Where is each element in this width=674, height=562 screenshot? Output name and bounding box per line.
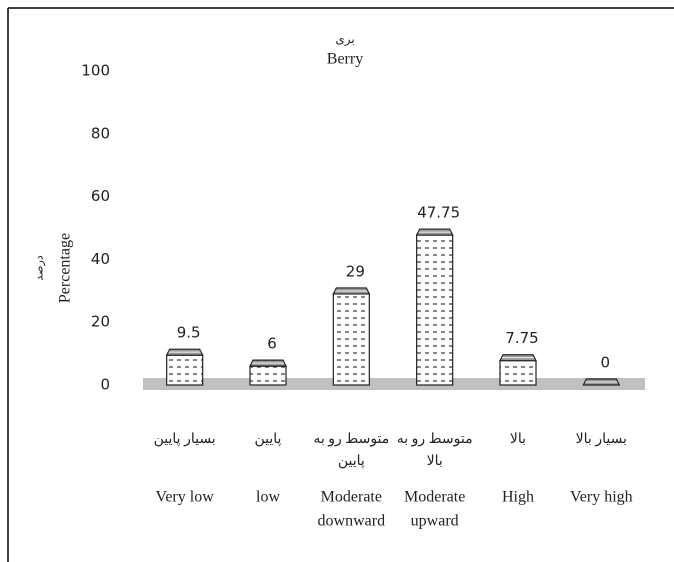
value-label: 7.75 xyxy=(505,329,538,347)
floor xyxy=(143,378,645,390)
x-tick-label: Very low xyxy=(156,489,215,506)
value-label: 6 xyxy=(267,335,277,353)
x-tick-label: Very high xyxy=(570,489,633,506)
value-label: 29 xyxy=(346,262,365,280)
x-tick-label-fa: بالا xyxy=(510,432,526,447)
x-tick-label-fa: پایین xyxy=(255,432,282,447)
x-tick-label-fa: بسیار بالا xyxy=(576,432,627,447)
x-tick-label-fa: پایین xyxy=(338,454,365,469)
x-tick-label: downward xyxy=(318,513,386,530)
y-tick-label: 60 xyxy=(91,187,110,205)
chart-subtitle: Berry xyxy=(327,51,363,68)
chart-title: بری xyxy=(335,32,354,46)
y-tick-label: 20 xyxy=(91,313,110,331)
x-tick-label: low xyxy=(256,489,280,506)
x-tick-label: upward xyxy=(411,513,459,530)
x-tick-label-fa: متوسط رو به xyxy=(313,432,389,447)
y-axis-label: Percentage xyxy=(57,233,74,303)
x-tick-label-fa: بالا xyxy=(427,454,443,469)
bar xyxy=(582,378,621,386)
bar xyxy=(249,359,287,386)
x-tick-label: Moderate xyxy=(404,489,465,506)
bar xyxy=(499,354,537,386)
x-tick-label-fa: بسیار پایین xyxy=(154,432,216,447)
bar xyxy=(332,287,371,386)
bar xyxy=(415,228,454,386)
y-tick-label: 40 xyxy=(91,250,110,268)
y-axis-label-fa: درصد xyxy=(34,255,46,280)
x-tick-label: Moderate xyxy=(321,489,382,506)
y-tick-label: 100 xyxy=(81,62,110,80)
bar xyxy=(165,348,204,386)
y-tick-label: 80 xyxy=(91,124,110,142)
x-tick-label: High xyxy=(502,489,534,506)
y-tick-label: 0 xyxy=(100,376,110,394)
value-label: 47.75 xyxy=(417,204,460,222)
x-tick-label-fa: متوسط رو به xyxy=(397,432,473,447)
value-label: 0 xyxy=(601,354,611,372)
value-label: 9.5 xyxy=(177,324,201,342)
